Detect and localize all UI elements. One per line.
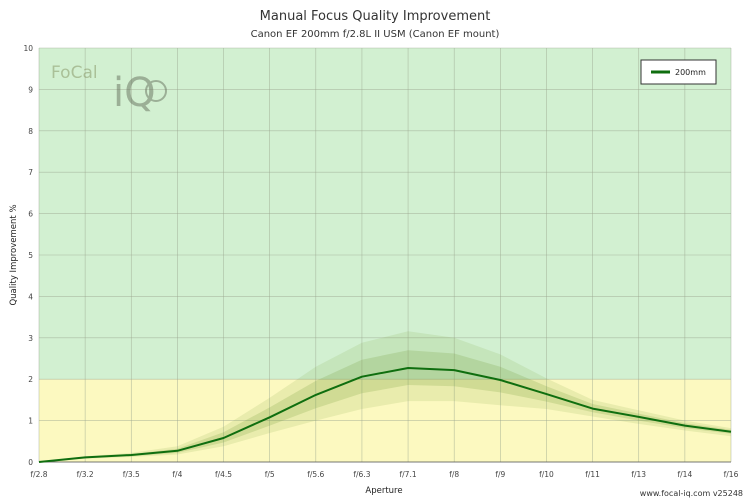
y-tick-label: 5 [28,251,33,260]
x-tick-label: f/8 [449,470,459,479]
y-tick-label: 7 [28,168,33,177]
x-tick-label: f/6.3 [353,470,370,479]
x-tick-label: f/2.8 [30,470,47,479]
y-tick-label: 6 [28,210,33,219]
x-tick-label: f/7.1 [400,470,417,479]
credit-text: www.focal-iq.com v25248 [640,489,743,498]
y-tick-label: 8 [28,127,33,136]
logo-text-fo: Fo [51,63,71,83]
y-tick-label: 0 [28,458,33,467]
x-tick-label: f/10 [539,470,554,479]
chart-subtitle: Canon EF 200mm f/2.8L II USM (Canon EF m… [251,29,500,40]
grid-lines [38,47,732,463]
svg-text:FoCal: FoCal [51,63,98,83]
band-outer [39,331,731,462]
logo-lens-icon [145,80,167,102]
series-line-200mm [38,367,732,463]
y-tick-label: 3 [28,334,33,343]
x-tick-label: f/4.5 [215,470,232,479]
x-axis-title: Aperture [365,486,402,496]
x-axis-ticks: f/2.8 f/3.2 f/3.5 f/4 f/4.5 f/5 f/5.6 f/6.3 f/7.… [30,470,738,479]
x-tick-label: f/14 [678,470,693,479]
y-tick-label: 2 [28,375,33,384]
chart-title: Manual Focus Quality Improvement [260,9,491,24]
x-tick-label: f/3.5 [123,470,140,479]
x-tick-label: f/16 [724,470,739,479]
focal-iq-logo: FoCal iQ [51,63,167,116]
x-tick-label: f/9 [495,470,505,479]
x-tick-label: f/5.6 [307,470,324,479]
x-tick-label: f/13 [631,470,646,479]
legend: 200mm [640,59,717,85]
x-tick-label: f/3.2 [77,470,94,479]
y-tick-label: 4 [28,292,33,301]
y-tick-label: 9 [28,85,33,94]
y-tick-label: 1 [28,417,33,426]
series-lines [38,367,732,463]
logo-text-cal: Cal [71,63,98,83]
legend-label: 200mm [675,68,706,77]
x-tick-label: f/5 [265,470,275,479]
logo-text-iq: iQ [113,70,156,116]
x-tick-label: f/4 [172,470,182,479]
y-axis-ticks: 0 1 2 3 4 5 6 7 8 9 10 [23,44,33,467]
y-tick-label: 10 [23,44,33,53]
y-axis-title: Quality Improvement % [9,204,19,305]
x-tick-label: f/11 [585,470,600,479]
